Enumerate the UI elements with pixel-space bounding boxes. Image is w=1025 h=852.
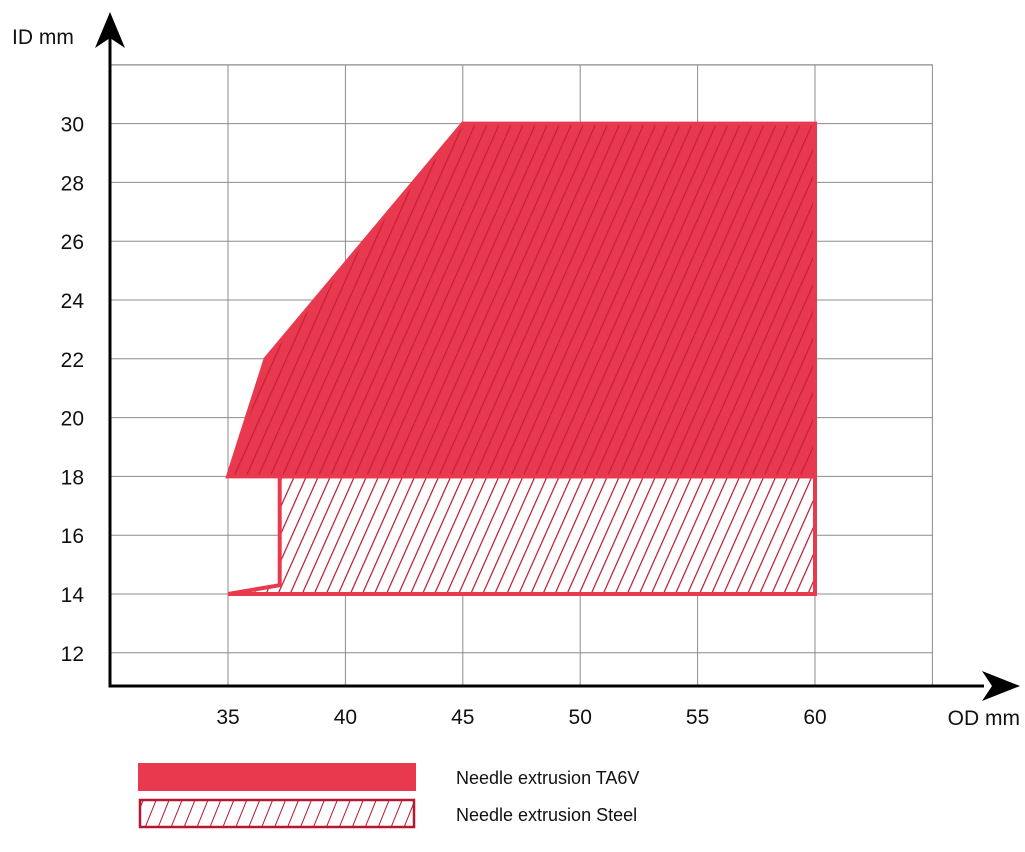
area-needle-extrusion-steel (227, 474, 817, 596)
y-tick-label: 30 (61, 114, 84, 137)
x-axis-label: OD mm (948, 707, 1020, 730)
y-tick-label: 22 (61, 349, 84, 372)
x-tick-label: 50 (569, 706, 592, 729)
y-tick-label: 26 (61, 231, 84, 254)
y-tick-label: 16 (61, 525, 84, 548)
x-tick-label: 40 (334, 706, 357, 729)
x-tick-label: 55 (686, 706, 709, 729)
legend-label-ta6v: Needle extrusion TA6V (456, 768, 639, 788)
y-axis-arrow (95, 12, 125, 48)
y-tick-label: 28 (61, 172, 84, 195)
legend-swatch-ta6v (138, 763, 416, 791)
legend-swatch-steel (138, 798, 416, 829)
y-tick-label: 20 (61, 408, 84, 431)
area-needle-extrusion-ta6v (225, 121, 817, 479)
tick-labels: 35 40 45 50 55 60 12 14 16 18 20 22 24 26 28 30 (61, 114, 827, 729)
axes (95, 12, 1020, 701)
y-axis-label: ID mm (12, 26, 74, 49)
x-tick-label: 45 (451, 706, 474, 729)
y-tick-label: 18 (61, 466, 84, 489)
y-tick-label: 14 (61, 584, 85, 607)
data-areas (225, 121, 817, 596)
x-tick-label: 60 (803, 706, 826, 729)
x-tick-label: 35 (216, 706, 239, 729)
y-tick-label: 12 (61, 643, 84, 666)
legend-label-steel: Needle extrusion Steel (456, 805, 637, 825)
legend: Needle extrusion TA6V Needle extrusion S… (138, 763, 639, 829)
y-tick-label: 24 (61, 290, 85, 313)
x-axis-arrow (982, 671, 1020, 701)
